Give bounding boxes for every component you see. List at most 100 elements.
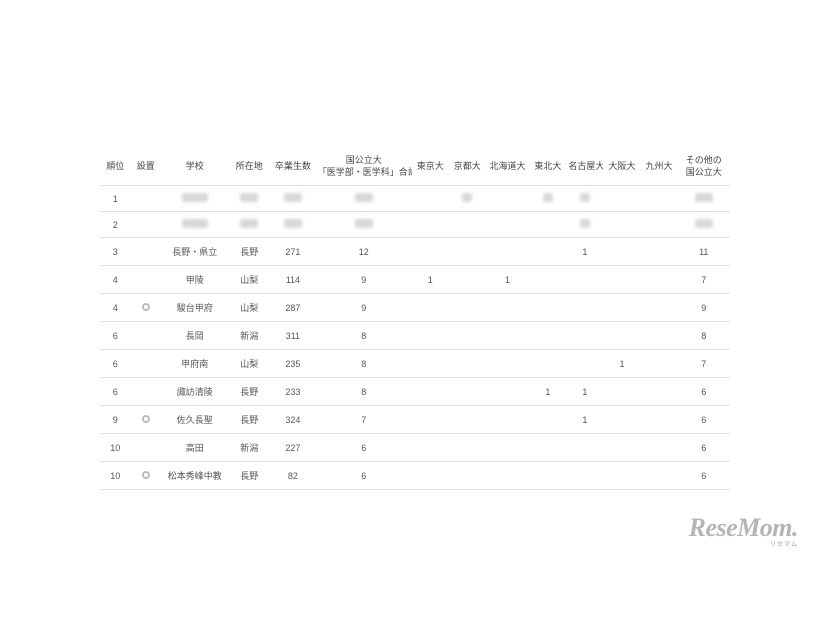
header-grads: 卒業生数 [270,148,316,186]
cell-nagoya [566,294,603,322]
header-rank: 順位 [100,148,131,186]
cell-tokyo [412,322,449,350]
cell-tohoku [529,406,566,434]
cell-rank: 9 [100,406,131,434]
header-kyushu: 九州大 [641,148,678,186]
cell-location: 長野 [229,406,270,434]
cell-school: 松本秀峰中教 [161,462,229,490]
cell-tokyo [412,350,449,378]
cell-kyushu [641,238,678,266]
table-row: 3長野・県立長野27112111 [100,238,730,266]
cell-setup [131,266,162,294]
cell-location: 長野 [229,462,270,490]
cell-rank: 6 [100,322,131,350]
cell-location [229,212,270,238]
table-row: 6諏訪清陵長野2338116 [100,378,730,406]
cell-school: 佐久長聖 [161,406,229,434]
cell-location: 新潟 [229,322,270,350]
cell-setup [131,186,162,212]
cell-tokyo [412,462,449,490]
cell-grads: 235 [270,350,316,378]
cell-setup [131,238,162,266]
cell-nagoya: 1 [566,406,603,434]
watermark-sub: リセマム [689,539,798,548]
table-container: 順位 設置 学校 所在地 卒業生数 国公立大「医学部・医学科」合計 東京大 京都… [100,148,730,490]
cell-rank: 3 [100,238,131,266]
cell-osaka [603,322,640,350]
table-row: 10松本秀峰中教長野8266 [100,462,730,490]
cell-kyoto [449,294,486,322]
table-row: 6長岡新潟31188 [100,322,730,350]
private-school-icon [142,303,150,311]
cell-setup [131,434,162,462]
cell-location: 長野 [229,378,270,406]
cell-tohoku: 1 [529,378,566,406]
cell-location: 山梨 [229,266,270,294]
cell-total: 8 [316,378,412,406]
header-osaka: 大阪大 [603,148,640,186]
cell-osaka [603,238,640,266]
header-setup: 設置 [131,148,162,186]
cell-other: 9 [678,294,730,322]
cell-tokyo: 1 [412,266,449,294]
cell-nagoya [566,186,603,212]
cell-osaka: 1 [603,350,640,378]
cell-nagoya [566,212,603,238]
cell-nagoya: 1 [566,378,603,406]
cell-grads: 311 [270,322,316,350]
cell-hokkaido [486,406,530,434]
ranking-table: 順位 設置 学校 所在地 卒業生数 国公立大「医学部・医学科」合計 東京大 京都… [100,148,730,490]
cell-hokkaido [486,238,530,266]
cell-kyoto [449,212,486,238]
cell-grads [270,186,316,212]
table-row: 9佐久長聖長野324716 [100,406,730,434]
cell-tohoku [529,322,566,350]
header-school: 学校 [161,148,229,186]
cell-grads: 271 [270,238,316,266]
cell-kyushu [641,406,678,434]
cell-grads: 324 [270,406,316,434]
cell-total: 7 [316,406,412,434]
cell-tohoku [529,186,566,212]
table-row: 1 [100,186,730,212]
cell-tokyo [412,294,449,322]
watermark-main: ReseMom [689,513,792,542]
cell-school [161,186,229,212]
private-school-icon [142,415,150,423]
cell-kyushu [641,266,678,294]
cell-osaka [603,378,640,406]
cell-other: 11 [678,238,730,266]
cell-hokkaido [486,350,530,378]
cell-school: 甲府南 [161,350,229,378]
cell-tokyo [412,406,449,434]
cell-total [316,212,412,238]
cell-school: 長岡 [161,322,229,350]
table-row: 4甲陵山梨1149117 [100,266,730,294]
cell-kyoto [449,186,486,212]
cell-rank: 2 [100,212,131,238]
cell-tohoku [529,434,566,462]
cell-kyoto [449,462,486,490]
cell-grads: 82 [270,462,316,490]
cell-tohoku [529,294,566,322]
cell-total: 6 [316,462,412,490]
cell-kyushu [641,434,678,462]
cell-setup [131,322,162,350]
cell-nagoya [566,266,603,294]
cell-tohoku [529,462,566,490]
cell-other [678,212,730,238]
cell-osaka [603,294,640,322]
cell-other: 8 [678,322,730,350]
cell-tohoku [529,212,566,238]
table-row: 4駿台甲府山梨28799 [100,294,730,322]
cell-location: 新潟 [229,434,270,462]
cell-total: 9 [316,294,412,322]
cell-kyoto [449,238,486,266]
cell-osaka [603,406,640,434]
cell-grads: 233 [270,378,316,406]
header-location: 所在地 [229,148,270,186]
cell-tokyo [412,238,449,266]
cell-kyushu [641,294,678,322]
cell-other: 6 [678,434,730,462]
header-kyoto: 京都大 [449,148,486,186]
